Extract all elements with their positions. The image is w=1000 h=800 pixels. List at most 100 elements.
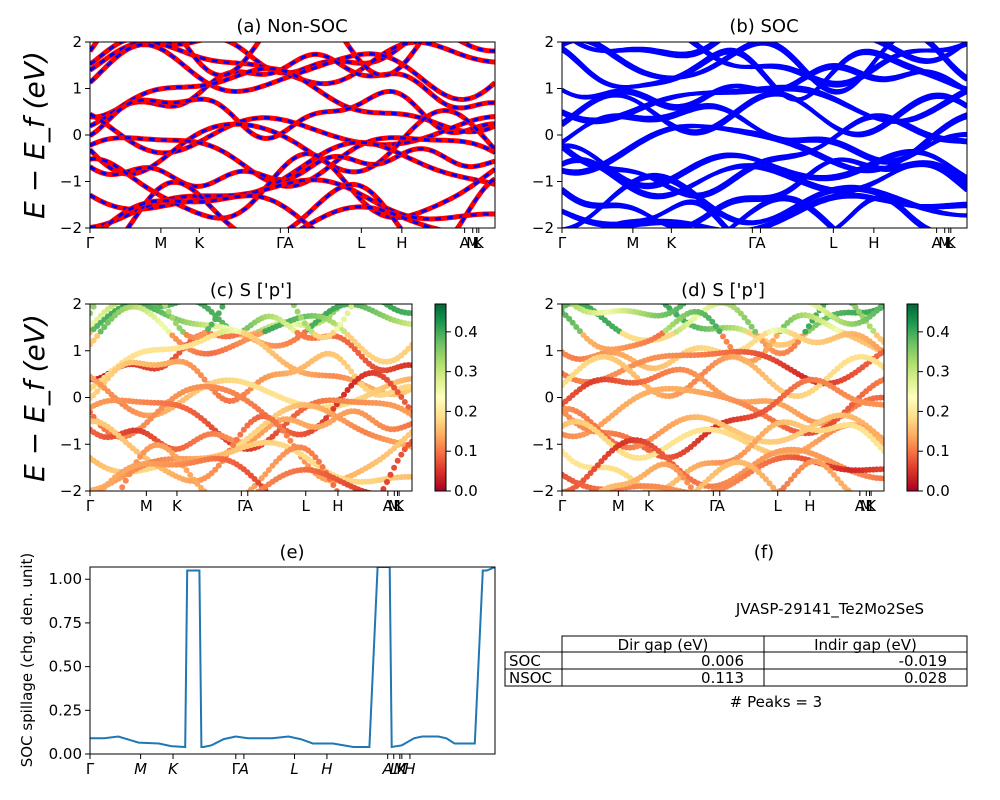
spill-xtick-label-0: Γ [86,760,95,778]
proj-point-c-15-88 [402,271,408,277]
proj-point-c-13-62 [308,450,315,457]
proj-point-c-0-75 [355,291,361,297]
proj-point-c-15-33 [205,326,212,333]
ylabel-energy-top: E − E_f (eV) [18,51,51,219]
band-line-split-b-14 [603,194,933,228]
proj-point-c-15-68 [330,329,337,336]
spill-xtick-label-8: L [390,760,398,778]
proj-point-c-15-42 [237,273,243,279]
proj-point-c-13-24 [172,453,179,460]
proj-point-c-13-4 [101,509,107,515]
proj-point-c-7-73 [348,382,355,389]
spill-xtick-label-7: A [382,760,393,778]
table-row-dir-1: 0.113 [701,669,744,687]
proj-point-d-16-34 [681,499,687,505]
xtick-label-c-2: K [172,497,183,515]
proj-point-d-16-70 [809,519,815,525]
proj-point-d-16-74 [824,520,830,526]
proj-point-d-0-10 [595,296,601,302]
proj-point-c-2-90 [409,341,412,348]
proj-point-c-13-38 [223,499,229,505]
proj-point-d-2-57 [762,347,769,354]
proj-point-c-0-74 [352,292,358,298]
ytick-label-b-2: 0 [544,126,554,144]
proj-point-c-15-22 [165,308,172,315]
ytick-label-b-1: 1 [544,80,554,98]
proj-point-c-13-29 [190,476,197,483]
colorbar-label-c-2: 0.2 [454,402,478,420]
proj-point-d-14-2 [566,512,572,518]
proj-point-c-14-56 [287,507,293,513]
xtick-label-a-7: A [459,234,470,252]
proj-point-d-16-7 [584,514,590,520]
axes-frame-a [89,41,496,229]
proj-point-c-13-23 [169,450,176,457]
proj-point-c-15-72 [344,310,351,317]
proj-point-c-3-90 [409,362,412,369]
proj-point-d-16-12 [602,520,608,526]
proj-point-c-15-71 [341,316,347,323]
proj-point-c-5-5 [104,375,111,382]
proj-point-c-15-36 [215,310,222,317]
proj-point-c-15-52 [273,271,279,277]
xtick-label-d-9: L [865,497,874,515]
proj-point-c-14-76 [359,514,365,520]
proj-point-d-0-11 [598,296,604,302]
proj-point-d-12-8 [587,470,594,476]
proj-point-c-16-20 [159,511,165,517]
proj-point-c-13-2 [94,512,100,518]
proj-point-c-7-84 [387,380,394,387]
band-line-split-b-1 [562,42,967,95]
xtick-label-d-3: Γ [709,497,718,515]
ylabel-spillage: SOC spillage (chg. den. unit) [18,553,36,768]
proj-point-c-5-32 [201,376,208,383]
proj-point-c-13-79 [370,503,376,509]
proj-point-d-15-61 [777,294,783,300]
band-dash-a-1 [90,42,495,86]
proj-point-c-11-40 [230,442,237,449]
proj-point-c-16-37 [219,507,225,513]
xtick-label-b-5: L [829,234,838,252]
proj-point-c-13-52 [273,458,279,465]
proj-point-c-7-1 [90,413,97,420]
proj-point-d-1-82 [852,304,859,311]
proj-point-d-0-27 [656,296,662,302]
proj-point-c-15-17 [148,277,154,283]
band-line-split-b-5 [562,90,967,138]
proj-point-d-16-9 [591,518,597,524]
proj-point-d-16-64 [788,505,794,511]
proj-point-d-14-40 [702,501,708,507]
colorbar-label-d-4: 0.0 [926,482,950,500]
proj-point-d-16-59 [770,484,777,491]
proj-point-c-15-90 [409,283,415,289]
proj-point-c-15-49 [262,260,268,266]
proj-point-c-0-73 [348,294,354,300]
proj-point-d-0-4 [573,292,579,298]
proj-point-c-15-34 [208,321,215,328]
proj-point-c-13-7 [112,497,118,503]
proj-point-d-14-35 [684,479,691,486]
proj-point-d-1-90 [881,339,884,346]
proj-point-c-16-19 [155,511,161,517]
proj-point-d-5-90 [881,364,884,371]
proj-point-d-16-4 [573,505,579,511]
spill-xtick-label-1: M [134,760,147,778]
proj-point-d-1-86 [866,323,873,330]
proj-point-c-16-34 [209,509,215,515]
ytick-label-b-3: −1 [532,173,554,191]
proj-point-c-15-1 [90,304,97,310]
proj-point-c-13-40 [230,498,236,504]
proj-point-c-16-9 [119,517,125,523]
proj-point-d-15-60 [774,294,780,300]
proj-point-c-14-79 [370,516,376,522]
proj-point-c-13-5 [105,506,111,512]
proj-point-c-15-16 [144,271,150,277]
proj-point-d-16-6 [581,511,587,517]
proj-point-c-11-56 [287,437,294,444]
proj-point-c-0-80 [373,295,379,301]
proj-point-c-13-78 [366,507,372,513]
proj-point-d-2-43 [712,323,719,330]
proj-point-d-1-79 [842,295,848,301]
xtick-label-a-0: Γ [86,234,95,252]
material-id: JVASP-29141_Te2Mo2SeS [735,600,924,619]
